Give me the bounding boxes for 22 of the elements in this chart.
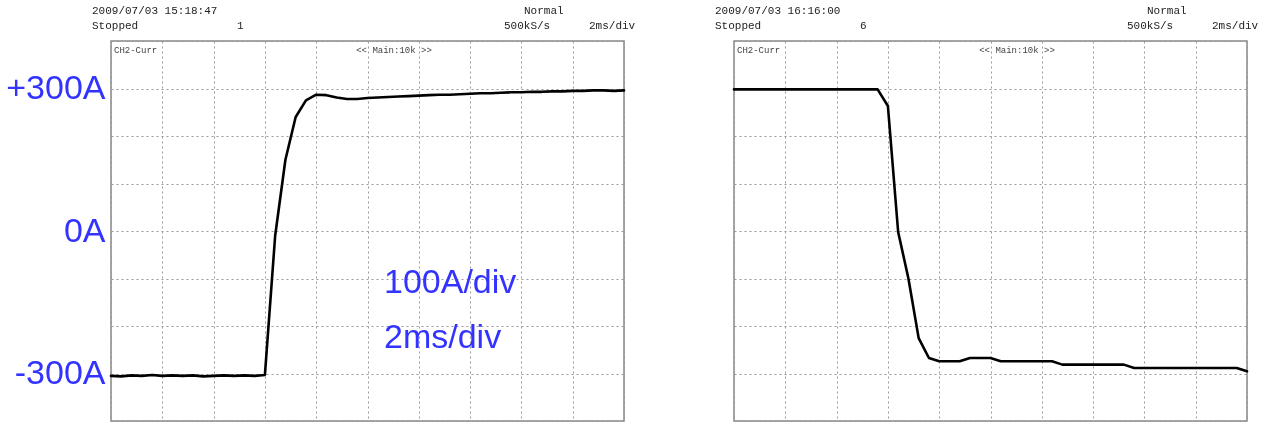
text: << Main:10k >>: [979, 46, 1055, 56]
text: 500kS/s: [504, 20, 551, 32]
y-tick-label: 0A: [63, 210, 106, 249]
y-tick-label: -300A: [14, 353, 106, 391]
line-series: [109, 89, 626, 378]
annotation: CH2-Curr: [114, 46, 158, 56]
text: Stopped: [92, 20, 139, 32]
text: CH2-Curr: [737, 46, 781, 56]
text: 2ms/div: [589, 20, 636, 32]
y-tick-label: +300A: [6, 68, 106, 106]
text: 2009/07/03 16:16:00: [715, 5, 841, 17]
text: 6: [860, 20, 867, 32]
text: 2ms/div: [1212, 20, 1259, 32]
text: 1: [237, 20, 244, 32]
annotation: 2ms/div: [384, 317, 502, 355]
text: Normal: [524, 5, 564, 17]
annotation: << Main:10k >>: [356, 46, 432, 56]
text: 2009/07/03 15:18:47: [92, 5, 218, 17]
text: 500kS/s: [1127, 20, 1174, 32]
text: Normal: [1147, 5, 1187, 17]
annotation: 100A/div: [384, 262, 517, 300]
text: Stopped: [715, 20, 762, 32]
